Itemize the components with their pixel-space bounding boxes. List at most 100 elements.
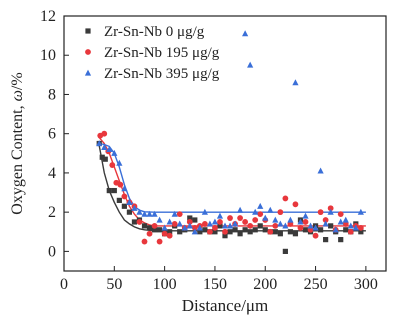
data-point-series-2: [131, 204, 138, 211]
data-point-series-2: [252, 208, 259, 215]
x-tick-label: 0: [60, 276, 68, 293]
data-point-series-0: [292, 231, 299, 237]
data-point-series-1: [217, 219, 223, 225]
data-point-series-2: [176, 220, 183, 227]
x-axis-label: Distance/μm: [182, 296, 269, 315]
data-point-series-1: [272, 222, 279, 229]
y-axis-ticks: 0 2 4 6 8 10 12: [40, 8, 69, 260]
x-axis-ticks: 0 50 100 150 200 250 300: [60, 266, 378, 293]
y-axis-label: Oxygen Content, ω/%: [9, 72, 26, 214]
data-point-series-0: [146, 225, 153, 231]
data-point-series-1: [156, 238, 163, 245]
data-point-series-1: [136, 219, 143, 225]
data-point-series-0: [287, 229, 294, 235]
data-point-series-2: [327, 208, 334, 215]
data-point-series-0: [116, 197, 122, 203]
data-point-series-0: [102, 156, 108, 162]
data-point-series-1: [171, 221, 178, 227]
data-point-series-0: [237, 231, 243, 237]
data-point-series-1: [117, 181, 124, 188]
data-point-series-0: [156, 227, 163, 233]
data-point-series-2: [342, 216, 349, 223]
x-tick-label: 250: [304, 276, 328, 293]
data-point-series-1: [292, 201, 299, 208]
data-point-series-2: [312, 224, 319, 231]
data-point-series-2: [307, 222, 314, 229]
x-tick-label: 150: [203, 276, 227, 293]
data-point-series-1: [101, 130, 108, 137]
data-point-series-1: [109, 162, 116, 168]
data-point-series-2: [247, 61, 254, 68]
y-axis-label-unit: /%: [9, 72, 26, 90]
data-point-series-1: [227, 215, 233, 221]
data-point-series-1: [186, 219, 193, 225]
legend-label-series-2: Zr-Sn-Nb 395 μg/g: [104, 66, 220, 82]
data-point-series-2: [257, 202, 264, 209]
data-point-series-0: [126, 209, 133, 215]
data-point-series-2: [96, 140, 103, 147]
data-point-series-1: [237, 215, 243, 221]
data-point-series-0: [242, 227, 248, 233]
data-point-series-2: [277, 220, 284, 227]
x-tick-label: 50: [106, 276, 122, 293]
data-point-series-2: [267, 206, 274, 213]
data-point-series-2: [136, 208, 143, 215]
data-point-series-0: [317, 227, 324, 233]
data-point-series-0: [252, 227, 258, 233]
data-point-series-1: [146, 230, 153, 237]
data-point-series-0: [328, 223, 334, 229]
data-point-series-2: [317, 167, 324, 174]
data-point-series-0: [272, 229, 278, 235]
data-point-series-0: [121, 203, 127, 209]
data-point-series-1: [207, 228, 213, 235]
data-point-series-1: [337, 211, 344, 218]
data-point-series-0: [323, 237, 329, 243]
data-point-series-1: [212, 224, 218, 231]
data-point-series-2: [352, 224, 359, 231]
y-tick-label: 0: [48, 243, 56, 260]
data-point-series-0: [151, 227, 158, 233]
data-point-series-1: [191, 224, 198, 231]
data-point-series-2: [161, 224, 168, 231]
data-point-series-2: [226, 222, 234, 229]
plot-frame: [63, 15, 387, 272]
data-point-series-2: [297, 218, 304, 225]
y-tick-label: 4: [48, 165, 56, 182]
data-point-series-0: [247, 229, 253, 235]
data-point-series-2: [272, 216, 279, 223]
y-axis-label-symbol: ω: [9, 90, 26, 101]
data-point-series-2: [231, 220, 239, 227]
data-point-series-2: [146, 210, 153, 217]
data-point-series-0: [262, 227, 268, 233]
data-point-series-2: [186, 222, 193, 229]
data-point-series-2: [121, 185, 128, 192]
data-point-series-0: [187, 215, 193, 221]
data-point-series-2: [181, 224, 188, 231]
data-point-series-0: [177, 229, 183, 235]
data-point-series-2: [242, 30, 249, 37]
legend: Zr-Sn-Nb 0 μg/g Zr-Sn-Nb 195 μg/g Zr-Sn-Nb…: [84, 24, 220, 82]
legend-label-series-0: Zr-Sn-Nb 0 μg/g: [104, 24, 205, 40]
data-point-series-2: [216, 212, 224, 219]
data-point-series-2: [221, 222, 229, 229]
data-point-series-0: [277, 231, 283, 237]
data-point-series-2: [201, 208, 208, 215]
data-point-series-2: [196, 224, 203, 231]
data-point-series-1: [357, 224, 364, 231]
data-point-series-1: [247, 222, 254, 229]
data-point-series-2: [166, 218, 173, 225]
data-point-series-0: [217, 223, 223, 229]
data-point-series-0: [302, 227, 309, 233]
data-point-series-0: [202, 227, 208, 233]
legend-label-series-1: Zr-Sn-Nb 195 μg/g: [104, 45, 220, 61]
data-point-series-2: [236, 206, 244, 213]
data-point-series-1: [252, 217, 259, 223]
data-point-series-2: [332, 226, 339, 233]
y-axis-label-main: Oxygen Content,: [9, 101, 26, 214]
data-point-series-1: [257, 211, 264, 218]
data-point-series-2: [262, 214, 269, 221]
data-point-series-2: [211, 218, 219, 225]
data-point-series-1: [327, 205, 334, 212]
data-point-series-0: [227, 229, 233, 235]
data-point-series-0: [141, 223, 148, 229]
